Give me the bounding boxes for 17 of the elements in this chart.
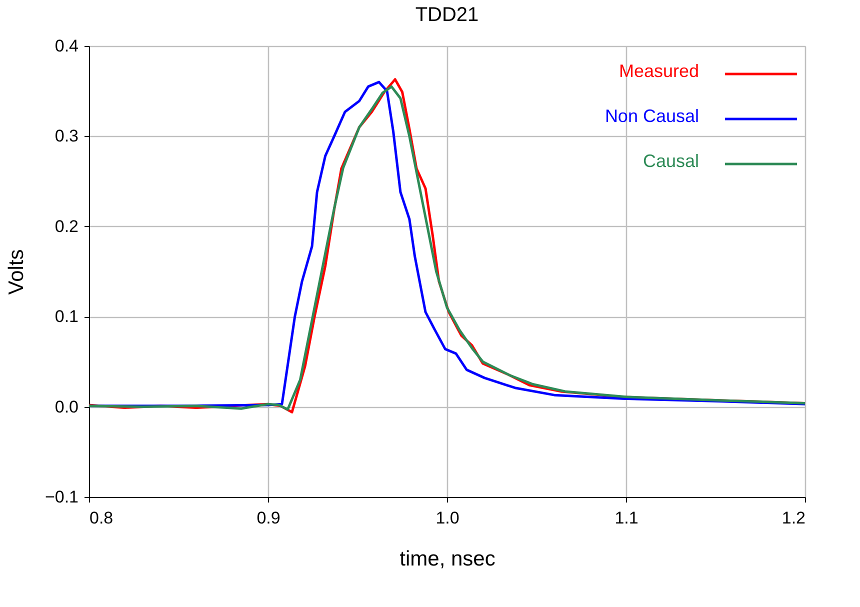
y-tick-label: 0.1 (54, 307, 78, 326)
y-tick-label: 0.3 (54, 126, 78, 146)
x-tick-label: 1.2 (782, 508, 806, 528)
legend-label: Causal (642, 151, 699, 171)
y-axis-title: Volts (4, 249, 28, 295)
x-tick-label: 0.9 (256, 508, 280, 528)
y-tick-label: 0.4 (54, 36, 78, 56)
x-tick-label: 1.1 (614, 508, 638, 528)
x-tick-label: 0.8 (90, 508, 114, 528)
legend-label: Non Causal (604, 106, 699, 126)
legend-label: Measured (618, 61, 699, 81)
y-tick-label: −0.1 (44, 488, 78, 506)
x-tick-label: 1.0 (436, 508, 460, 528)
x-axis-title: time, nsec (400, 548, 496, 570)
y-tick-label: 0.2 (54, 216, 78, 236)
chart-title: TDD21 (415, 4, 479, 26)
y-tick-label: 0.0 (54, 397, 78, 416)
